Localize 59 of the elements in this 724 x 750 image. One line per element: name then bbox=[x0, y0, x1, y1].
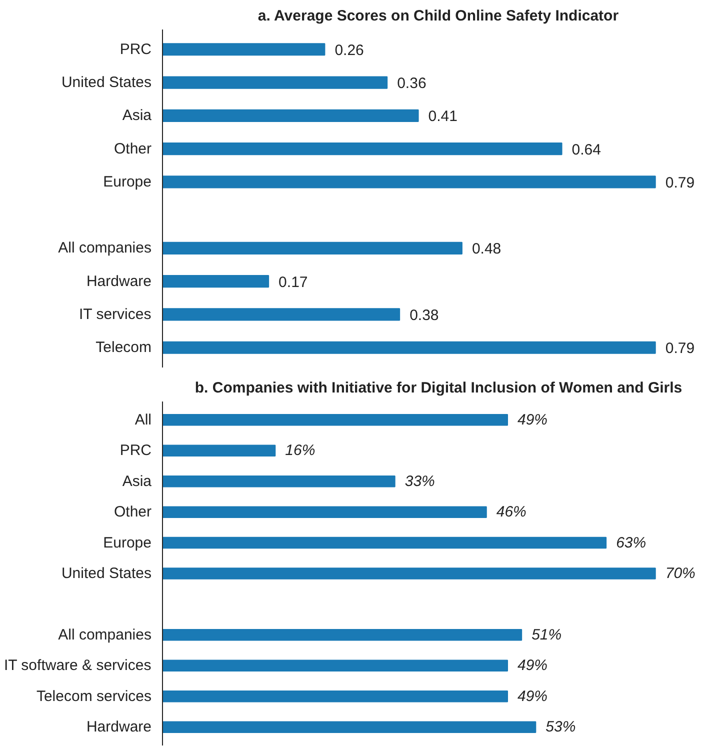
y-tick-label: Telecom bbox=[96, 339, 152, 356]
y-tick-label: IT services bbox=[78, 306, 152, 323]
bar bbox=[162, 444, 276, 457]
bar bbox=[162, 275, 270, 288]
y-tick-label: All companies bbox=[58, 240, 152, 257]
y-tick-label: Other bbox=[114, 504, 152, 521]
y-tick-label: Other bbox=[114, 140, 152, 158]
y-tick-label: United States bbox=[61, 565, 152, 582]
bar bbox=[162, 176, 656, 188]
data-label: 0.17 bbox=[278, 274, 308, 291]
chart-title: a. Average Scores on Child Online Safety Indicator bbox=[258, 8, 619, 24]
data-label: 0.79 bbox=[665, 340, 695, 358]
y-tick-label: Asia bbox=[122, 107, 152, 124]
bar bbox=[162, 660, 508, 672]
bar bbox=[162, 43, 326, 56]
y-tick-label: Europe bbox=[103, 173, 152, 190]
bar bbox=[162, 721, 536, 733]
data-label: 0.36 bbox=[397, 75, 426, 92]
y-tick-label: PRC bbox=[120, 442, 152, 460]
y-tick-label: All companies bbox=[58, 626, 152, 644]
y-tick-label: United States bbox=[61, 74, 152, 92]
bar bbox=[162, 142, 562, 156]
chart-title: b. Companies with Initiative for Digital Inclusion of Women and Girls bbox=[194, 380, 682, 396]
data-label: 16% bbox=[285, 442, 316, 460]
bar bbox=[162, 308, 400, 321]
y-tick-label: Hardware bbox=[86, 718, 152, 736]
bar bbox=[162, 690, 508, 702]
bar bbox=[162, 568, 656, 580]
y-tick-label: All bbox=[134, 411, 152, 428]
data-label: 46% bbox=[496, 504, 526, 521]
bar bbox=[162, 475, 396, 488]
data-label: 63% bbox=[616, 534, 646, 552]
data-label: 53% bbox=[546, 718, 576, 736]
data-label: 70% bbox=[665, 565, 696, 582]
bar bbox=[162, 629, 522, 641]
data-label: 0.79 bbox=[665, 174, 695, 192]
data-label: 33% bbox=[404, 472, 435, 490]
y-tick-label: Europe bbox=[103, 534, 152, 552]
bar bbox=[162, 414, 508, 426]
data-label: 49% bbox=[518, 411, 548, 428]
y-tick-label: IT software & services bbox=[4, 657, 152, 674]
data-label: 0.48 bbox=[472, 240, 502, 258]
data-label: 0.26 bbox=[334, 42, 364, 59]
y-tick-label: Telecom services bbox=[36, 688, 152, 705]
bar bbox=[162, 109, 419, 122]
bar bbox=[162, 506, 487, 518]
bar bbox=[162, 536, 607, 549]
y-tick-label: Hardware bbox=[86, 272, 152, 290]
data-label: 49% bbox=[518, 657, 548, 674]
data-label: 0.64 bbox=[572, 141, 601, 158]
data-label: 0.41 bbox=[428, 108, 458, 126]
bar bbox=[162, 76, 388, 89]
bar bbox=[162, 242, 462, 255]
y-tick-label: PRC bbox=[120, 40, 152, 58]
bar bbox=[162, 341, 656, 354]
data-label: 0.38 bbox=[410, 306, 439, 324]
data-label: 49% bbox=[518, 688, 548, 705]
data-label: 51% bbox=[532, 626, 562, 644]
y-tick-label: Asia bbox=[122, 472, 152, 490]
